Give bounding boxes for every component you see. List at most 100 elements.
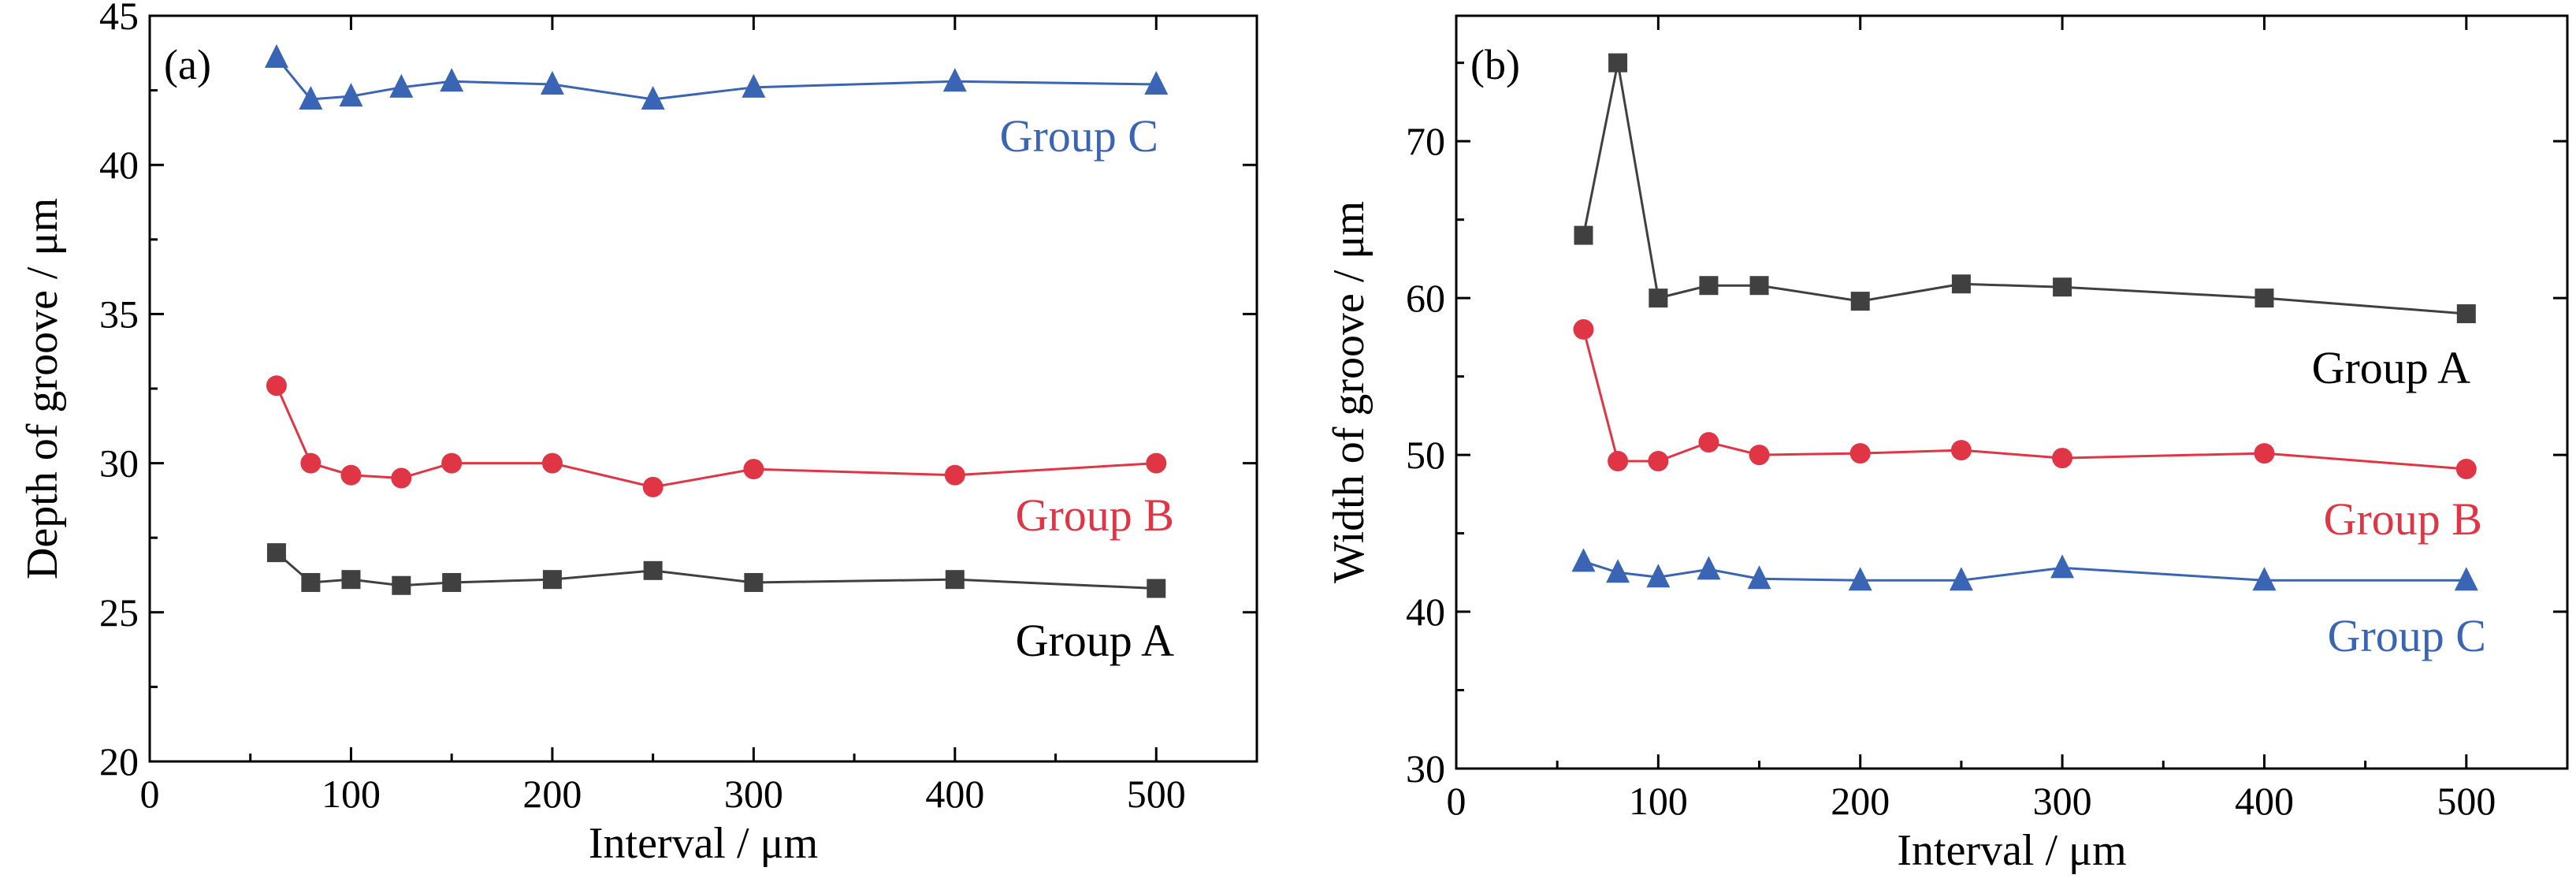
data-point xyxy=(2050,554,2075,579)
panel-label: (b) xyxy=(1470,41,1520,88)
data-point xyxy=(641,85,665,110)
x-axis-title: Interval / μm xyxy=(1897,826,2126,875)
data-point xyxy=(2456,304,2476,324)
x-tick-label: 300 xyxy=(724,772,783,816)
y-tick-label: 70 xyxy=(1406,119,1445,163)
data-point xyxy=(1949,567,1973,591)
y-axis-title: Width of groove / μm xyxy=(1325,201,1373,583)
data-point xyxy=(1951,274,1971,294)
data-point xyxy=(744,572,764,592)
data-point xyxy=(1649,289,1668,308)
y-tick-label: 20 xyxy=(99,739,139,784)
x-tick-label: 500 xyxy=(1127,772,1186,816)
y-tick-label: 45 xyxy=(99,0,139,38)
data-point xyxy=(1574,225,1593,245)
data-point xyxy=(266,375,287,396)
data-point xyxy=(1146,452,1167,474)
data-point xyxy=(541,452,563,474)
data-point xyxy=(944,464,965,486)
y-tick-label: 25 xyxy=(99,590,139,635)
y-tick-label: 35 xyxy=(99,292,139,336)
x-tick-label: 100 xyxy=(322,772,381,816)
series-label: Group C xyxy=(2328,610,2486,661)
series-group-c: Group C xyxy=(264,43,1169,162)
data-point xyxy=(341,570,361,590)
data-point xyxy=(1571,548,1596,572)
series-label: Group C xyxy=(1000,110,1158,162)
series-line xyxy=(1582,62,2466,315)
series-group-b: Group B xyxy=(1573,318,2482,545)
y-tick-label: 30 xyxy=(99,441,139,486)
data-point xyxy=(643,560,663,580)
data-point xyxy=(1749,276,1769,296)
data-point xyxy=(1608,451,1629,472)
data-point xyxy=(1950,440,1972,461)
data-point xyxy=(299,85,323,110)
y-tick-label: 60 xyxy=(1406,276,1445,320)
data-point xyxy=(742,73,766,98)
data-point xyxy=(1747,565,1771,590)
data-point xyxy=(1848,567,1872,591)
data-point xyxy=(743,459,764,480)
series-label: Group A xyxy=(2312,342,2471,393)
data-point xyxy=(1608,53,1628,73)
data-point xyxy=(1850,292,1870,311)
data-point xyxy=(266,543,286,563)
data-point xyxy=(389,73,414,98)
data-point xyxy=(2254,443,2275,464)
plot-frame xyxy=(1455,14,2569,770)
data-point xyxy=(2252,567,2277,591)
x-tick-label: 100 xyxy=(1629,779,1688,823)
series-line xyxy=(275,385,1157,489)
data-point xyxy=(1573,318,1594,340)
data-point xyxy=(1697,556,1721,580)
data-point xyxy=(2455,458,2477,479)
data-point xyxy=(1699,276,1719,296)
series-line xyxy=(1582,329,2466,471)
data-point xyxy=(942,68,967,92)
series-label: Group B xyxy=(1016,490,1174,541)
series-line xyxy=(1583,560,2466,582)
data-point xyxy=(2254,289,2274,308)
data-point xyxy=(2454,567,2478,591)
data-point xyxy=(264,43,288,68)
chart-panel-b: 0 100 200 300 400 500 30 40 50 60 70 Interval / μm W… xyxy=(1325,14,2569,875)
data-point xyxy=(1698,432,1719,453)
data-point xyxy=(392,575,411,595)
chart-panel-a: 0 100 200 300 400 500 20 25 30 35 40 45 Interval / μ… xyxy=(18,0,1258,868)
data-point xyxy=(1646,564,1671,588)
y-tick-label: 50 xyxy=(1406,433,1445,477)
data-point xyxy=(642,476,664,497)
x-tick-label: 500 xyxy=(2437,779,2496,823)
x-axis-title: Interval / μm xyxy=(589,819,818,868)
data-point xyxy=(1849,443,1871,464)
data-point xyxy=(340,464,362,486)
x-tick-label: 400 xyxy=(2235,779,2294,823)
data-point xyxy=(391,467,412,489)
x-tick-label: 300 xyxy=(2033,779,2092,823)
series-group-a: Group A xyxy=(266,543,1175,666)
series-group-a: Group A xyxy=(1574,53,2476,393)
data-point xyxy=(2053,277,2072,297)
series-label: Group B xyxy=(2324,493,2482,545)
data-point xyxy=(441,452,463,474)
x-tick-label: 200 xyxy=(522,772,582,816)
data-point xyxy=(301,572,321,592)
data-point xyxy=(945,570,965,590)
data-point xyxy=(1147,579,1166,598)
x-tick-label: 0 xyxy=(1447,779,1466,823)
data-point xyxy=(300,452,322,474)
x-tick-label: 400 xyxy=(925,772,984,816)
data-point xyxy=(1749,445,1770,466)
series-group-c: Group C xyxy=(1571,548,2486,661)
data-point xyxy=(339,83,363,107)
data-point xyxy=(542,570,562,590)
series-label: Group A xyxy=(1016,615,1175,666)
panel-label: (a) xyxy=(164,41,211,88)
y-tick-label: 40 xyxy=(1406,590,1445,634)
data-point xyxy=(1606,559,1630,583)
data-point xyxy=(442,572,462,592)
series-line xyxy=(275,57,1157,101)
data-point xyxy=(1648,451,1669,472)
